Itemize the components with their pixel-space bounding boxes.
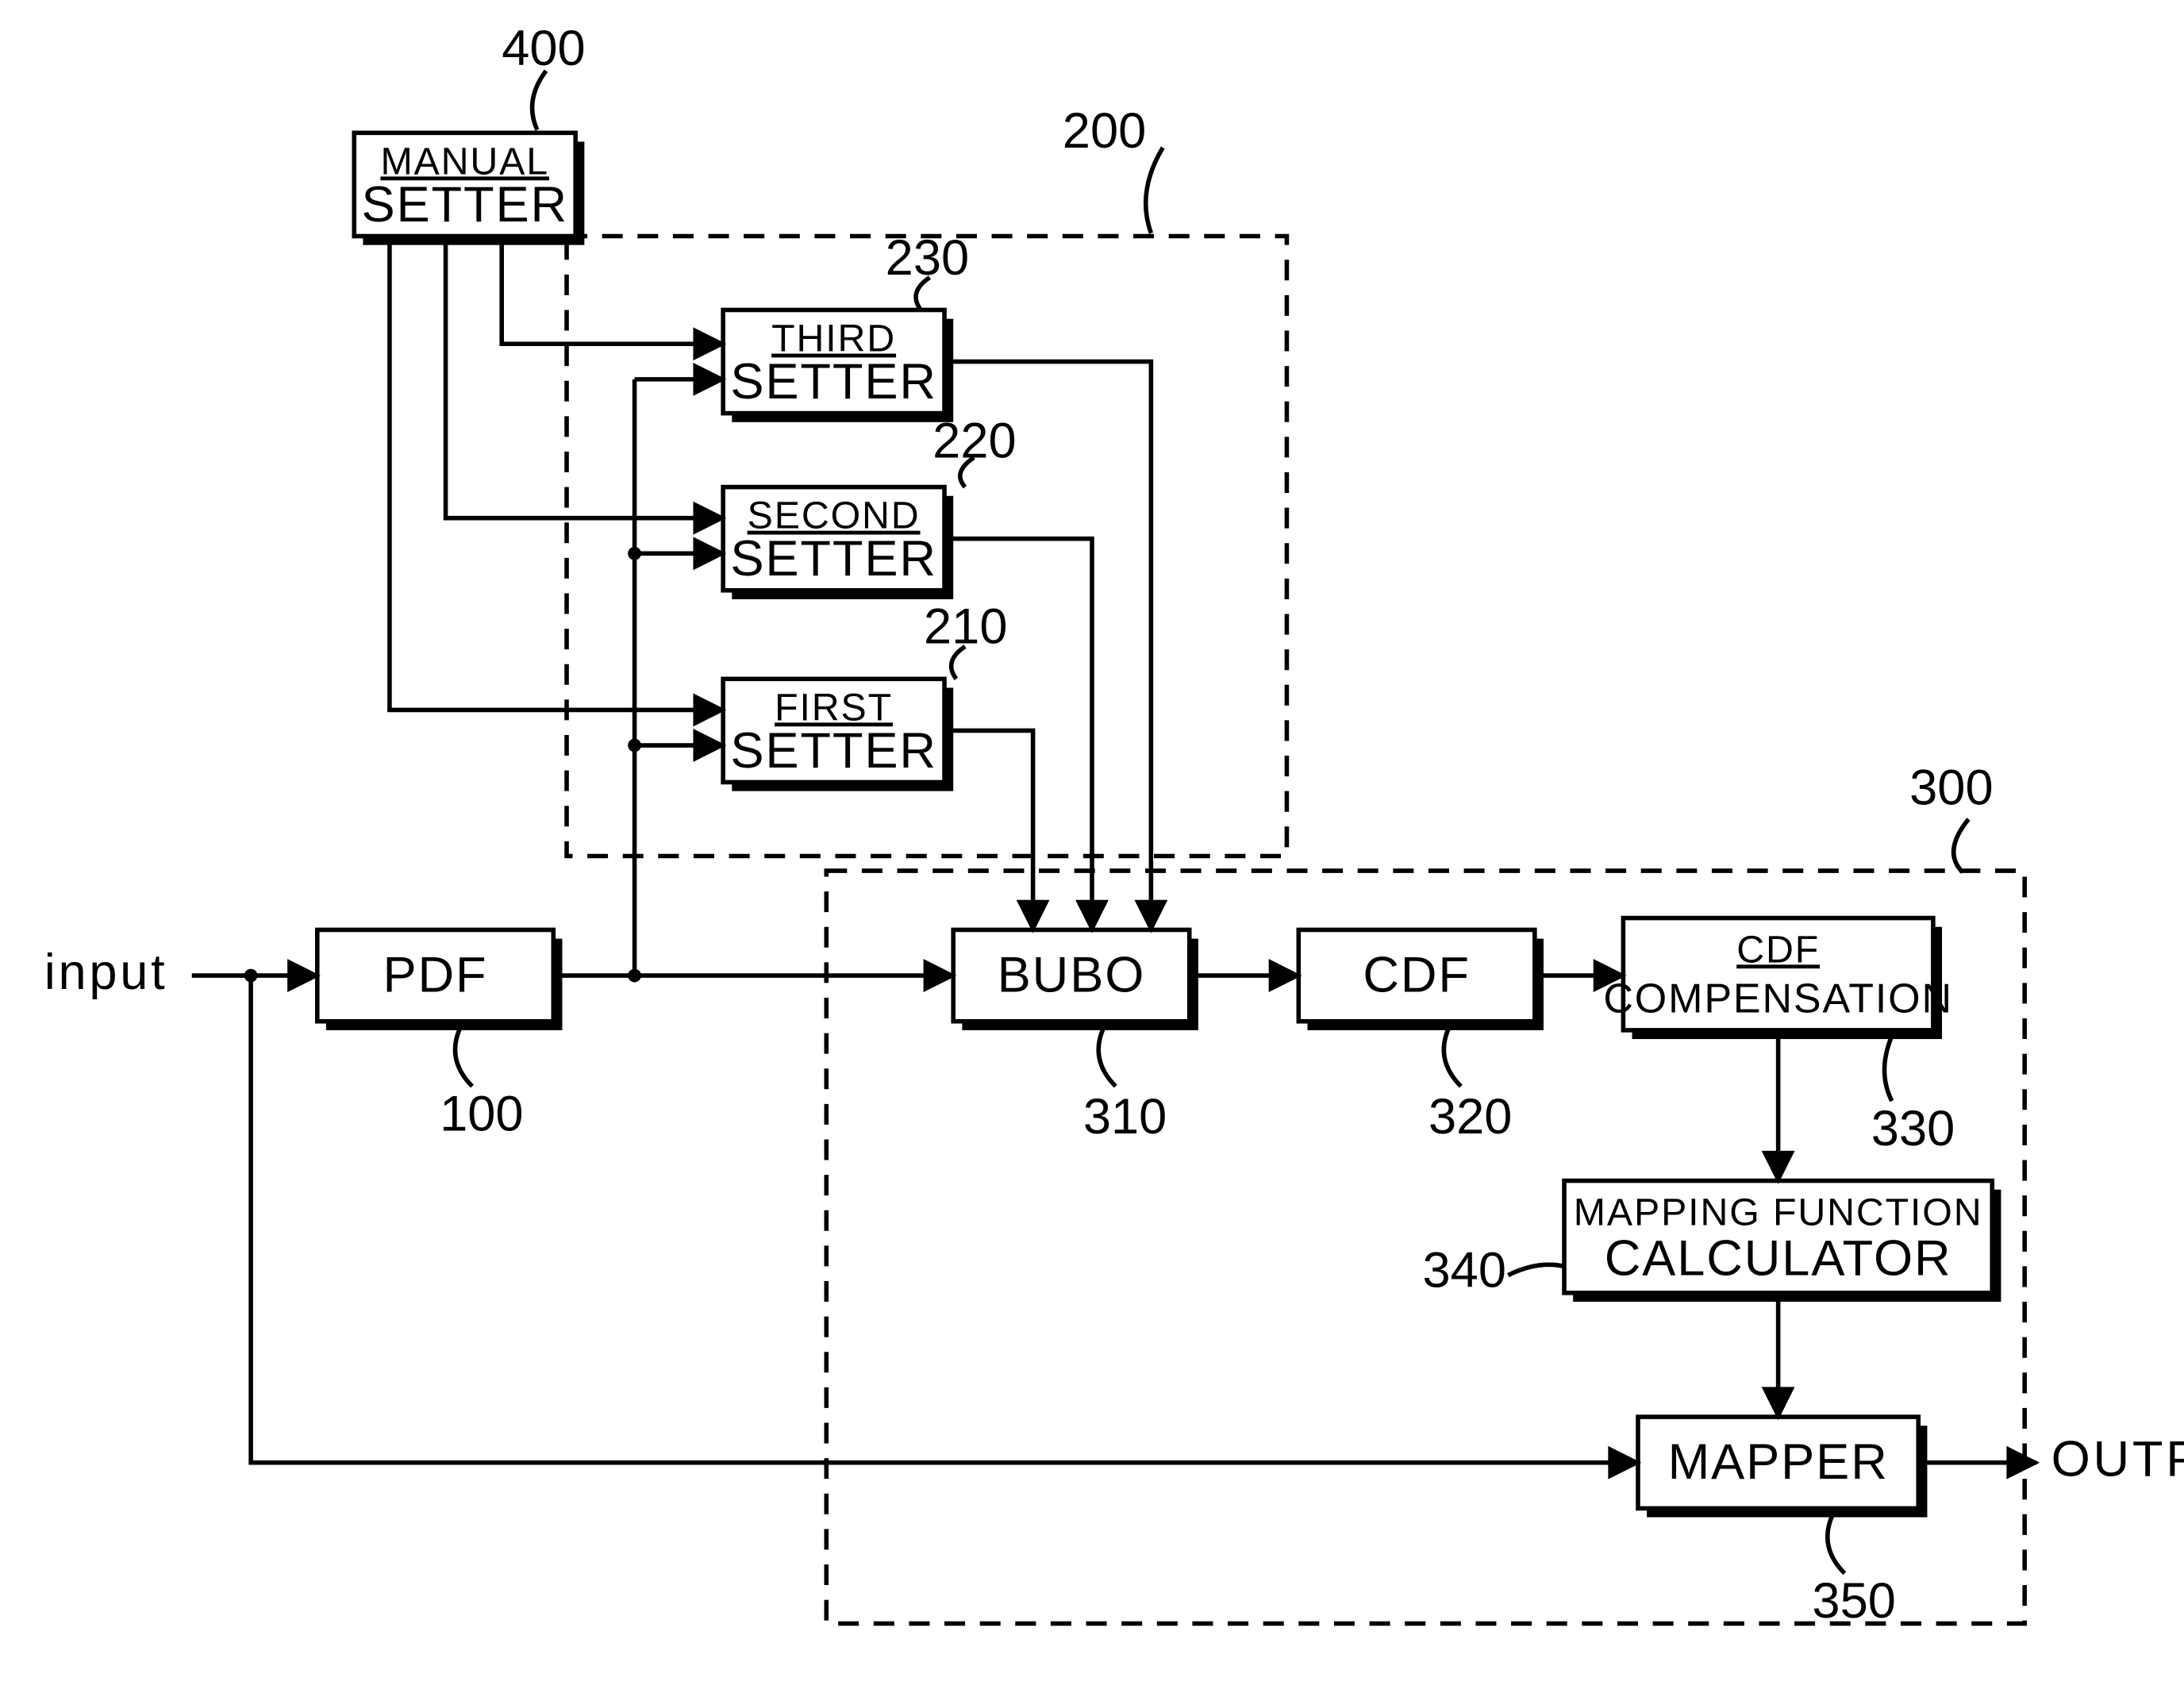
label-mfc-top: MAPPING FUNCTION [1574,1191,1983,1233]
ref-100: 100 [440,1086,523,1141]
edge-input-mapper [251,975,1638,1463]
node-manual-setter: MANUAL SETTER [354,133,584,244]
label-manual-main: SETTER [361,177,568,233]
edge-first-bubo [944,730,1033,929]
label-pdf: PDF [383,948,488,1003]
ref-320: 320 [1428,1089,1512,1145]
ref-330: 330 [1871,1101,1955,1156]
label-bubo: BUBO [998,948,1146,1003]
node-pdf: PDF [317,929,563,1029]
label-third-main: SETTER [730,354,937,410]
node-mapper: MAPPER [1638,1417,1927,1517]
label-cdfc-main: COMPENSATION [1603,976,1953,1022]
ref-220: 220 [932,413,1016,468]
label-mapper: MAPPER [1668,1434,1889,1490]
label-first-main: SETTER [730,723,937,779]
ref-230: 230 [886,230,969,286]
label-cdfc-top: CDF [1736,928,1820,971]
node-third-setter: THIRD SETTER [723,310,953,421]
leader-310 [1098,1027,1116,1086]
ref-400: 400 [502,21,585,76]
leader-330 [1885,1036,1892,1101]
label-cdf: CDF [1363,948,1471,1003]
ref-300: 300 [1909,760,1993,815]
node-mapping-function-calculator: MAPPING FUNCTION CALCULATOR [1564,1181,2001,1302]
edge-manual-first [390,237,723,710]
node-cdf-compensation: CDF COMPENSATION [1603,918,1953,1039]
ref-350: 350 [1812,1573,1895,1629]
node-second-setter: SECOND SETTER [723,487,953,599]
leader-400 [533,71,546,129]
node-bubo: BUBO [953,929,1198,1029]
edge-manual-third [502,237,723,344]
diagram-root: 200 300 MANUAL SETTER 400 THIRD SETTER 2… [0,0,2184,1697]
leader-200 [1146,148,1163,233]
node-first-setter: FIRST SETTER [723,679,953,791]
edge-manual-second [446,237,724,518]
leader-100 [456,1027,473,1086]
label-mfc-main: CALCULATOR [1605,1231,1952,1287]
label-second-main: SETTER [730,531,937,587]
ref-340: 340 [1423,1242,1506,1298]
node-cdf: CDF [1298,929,1544,1029]
ref-200: 200 [1063,103,1146,159]
label-output: OUTPUT [2051,1431,2184,1487]
label-input: input [44,945,168,1000]
ref-210: 210 [924,599,1007,655]
leader-320 [1444,1027,1461,1086]
ref-310: 310 [1083,1089,1167,1145]
leader-340 [1508,1264,1564,1275]
leader-300 [1954,819,1969,872]
leader-350 [1828,1514,1845,1573]
